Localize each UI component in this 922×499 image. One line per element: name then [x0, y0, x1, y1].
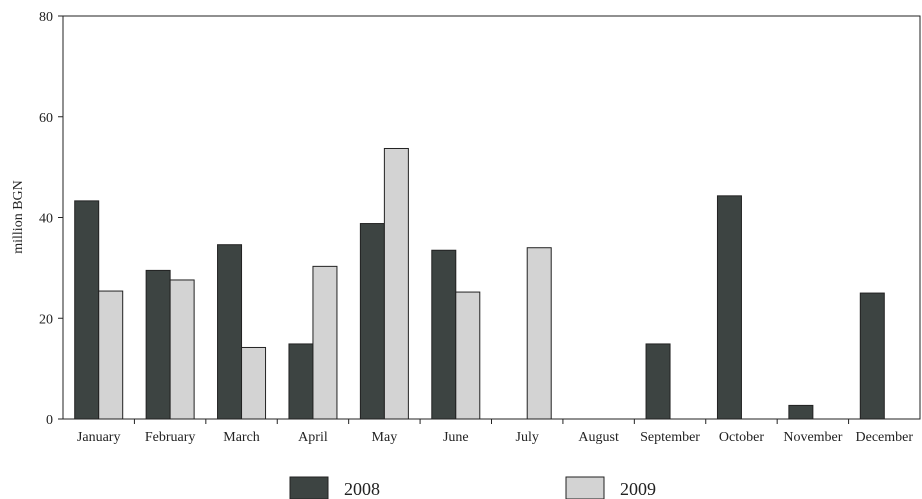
- legend-swatch-2009: [565, 476, 605, 499]
- x-tick-label: June: [443, 430, 469, 445]
- bar-2008-november: [788, 404, 814, 420]
- x-axis: January February March April May June July Augu…: [77, 419, 913, 445]
- legend-label-2008: 2008: [344, 479, 380, 499]
- bar-2008-june: [431, 249, 457, 420]
- bar-2008-december: [859, 292, 885, 420]
- x-tick-label: January: [77, 430, 121, 445]
- x-tick-label: February: [145, 430, 196, 445]
- x-tick-label: April: [298, 430, 328, 445]
- bar-2009-july: [526, 247, 552, 420]
- x-tick-label: December: [856, 430, 914, 445]
- y-tick-label: 40: [39, 212, 53, 227]
- y-tick-label: 60: [39, 111, 53, 126]
- bar-2009-april: [312, 265, 338, 420]
- bar-2008-october: [716, 195, 742, 420]
- y-tick-label: 80: [39, 10, 53, 25]
- bar-2008-may: [359, 223, 385, 420]
- x-tick-label: July: [516, 430, 539, 445]
- y-tick-label: 20: [39, 312, 53, 327]
- bar-2009-january: [98, 290, 124, 420]
- bar-2008-january: [74, 200, 100, 420]
- x-tick-label: November: [783, 430, 842, 445]
- bars: [74, 147, 885, 420]
- bar-2009-june: [455, 291, 481, 420]
- y-axis: 0 20 40 60 80: [39, 10, 63, 428]
- x-tick-label: October: [719, 430, 764, 445]
- bar-2009-may: [383, 147, 409, 420]
- bar-2008-march: [217, 244, 243, 420]
- legend-label-2009: 2009: [620, 479, 656, 499]
- bar-2008-september: [645, 343, 671, 420]
- x-tick-label: March: [223, 430, 260, 445]
- bar-2008-february: [145, 269, 171, 420]
- x-tick-label: September: [640, 430, 700, 445]
- bar-2009-february: [169, 279, 195, 420]
- y-tick-label: 0: [46, 413, 53, 428]
- x-tick-label: May: [372, 430, 398, 445]
- x-tick-label: August: [578, 430, 619, 445]
- legend-swatch-2008: [289, 476, 329, 499]
- legend: 2008 2009: [289, 476, 656, 499]
- bar-2008-april: [288, 343, 314, 420]
- y-axis-label: million BGN: [11, 180, 26, 254]
- bar-2009-march: [241, 346, 267, 420]
